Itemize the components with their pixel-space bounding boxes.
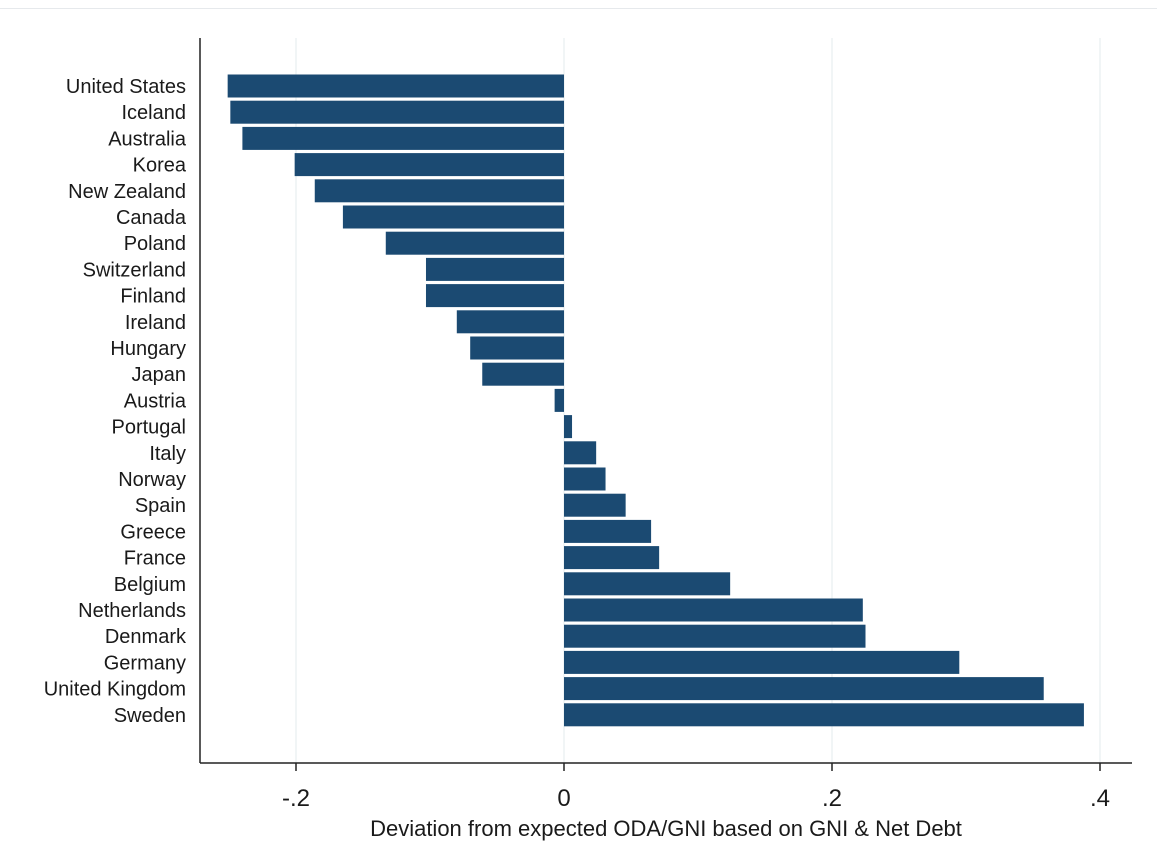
category-label: Germany [104, 652, 186, 674]
bar [564, 493, 626, 517]
bar [294, 153, 564, 177]
bar [564, 519, 652, 543]
category-label: Korea [133, 155, 187, 177]
category-label: Portugal [112, 417, 187, 439]
category-label: Denmark [105, 626, 187, 648]
bar [564, 415, 573, 439]
category-label: Sweden [114, 705, 186, 727]
bar [564, 703, 1084, 727]
bar [456, 310, 564, 334]
category-label: Australia [108, 128, 187, 150]
category-label: Canada [116, 207, 187, 229]
x-tick-label: -.2 [282, 785, 310, 812]
bar [564, 677, 1044, 701]
bar [554, 388, 564, 412]
category-label: Spain [135, 495, 186, 517]
category-label: New Zealand [68, 181, 186, 203]
x-ticks: -.2 0 .2 .4 [282, 763, 1110, 812]
x-tick-label: .2 [822, 785, 842, 812]
bar [564, 467, 606, 491]
top-divider [0, 8, 1157, 9]
category-label: France [124, 548, 186, 570]
axes [199, 38, 1132, 764]
x-tick-label: .4 [1090, 785, 1110, 812]
x-axis-title: Deviation from expected ODA/GNI based on… [370, 816, 962, 841]
bar [314, 179, 564, 203]
category-label: Italy [149, 443, 186, 465]
category-labels: United States Iceland Australia Korea New Ze… [44, 76, 187, 727]
bars [227, 74, 1084, 727]
category-label: United States [66, 76, 186, 98]
bar [482, 362, 564, 386]
bar [564, 441, 597, 465]
category-label: Norway [118, 469, 186, 491]
bar [342, 205, 564, 229]
bar [564, 546, 660, 570]
x-tick-label: 0 [557, 785, 570, 812]
bar [470, 336, 564, 360]
bar [242, 126, 564, 150]
category-label: Austria [124, 390, 187, 412]
category-label: United Kingdom [44, 679, 186, 701]
bar [564, 598, 863, 622]
category-label: Ireland [125, 312, 186, 334]
bar [385, 231, 564, 255]
category-label: Netherlands [78, 600, 186, 622]
category-label: Hungary [110, 338, 186, 360]
bar [425, 257, 564, 281]
category-label: Poland [124, 233, 186, 255]
bar [230, 100, 564, 124]
category-label: Greece [120, 521, 186, 543]
bar [564, 650, 960, 674]
bar [425, 284, 564, 308]
category-label: Switzerland [83, 259, 186, 281]
bar [227, 74, 564, 98]
category-label: Finland [120, 286, 186, 308]
category-label: Belgium [114, 574, 186, 596]
category-label: Japan [132, 364, 187, 386]
bar [564, 572, 731, 596]
category-label: Iceland [122, 102, 187, 124]
bar [564, 624, 866, 648]
